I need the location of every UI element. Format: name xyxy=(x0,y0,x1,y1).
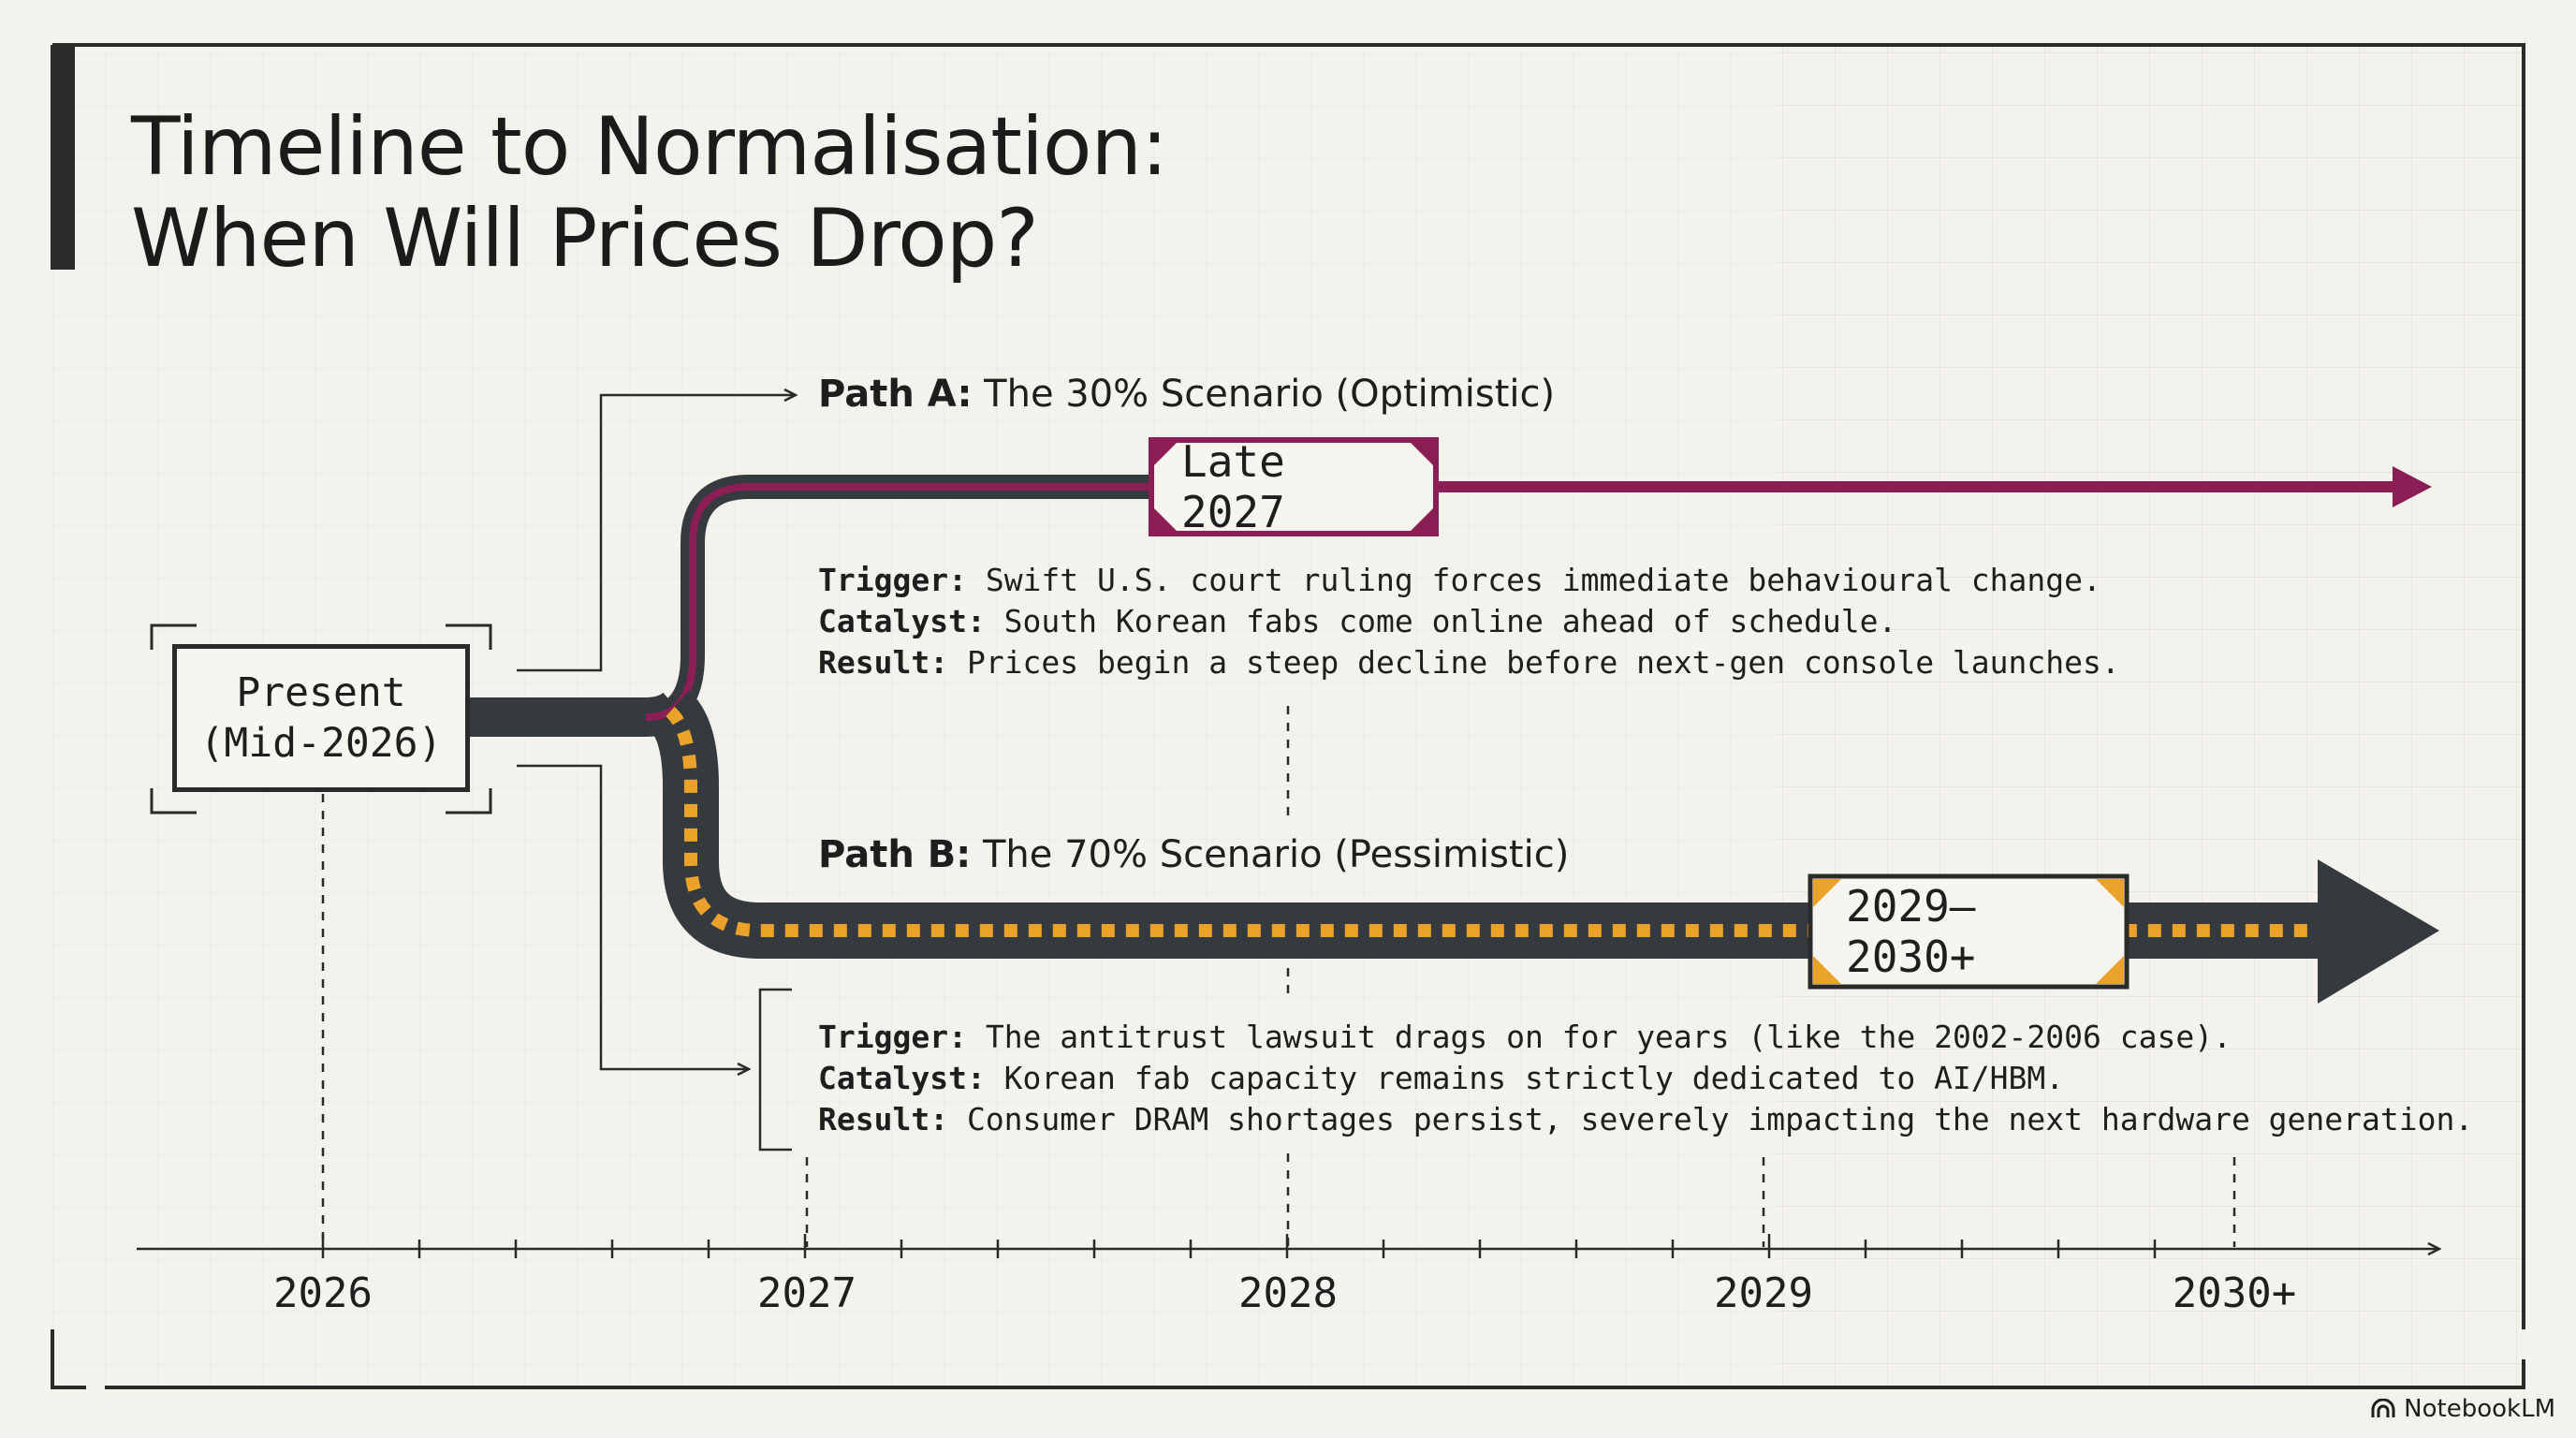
timeline-axis xyxy=(137,1234,2439,1258)
label-connectors xyxy=(517,395,796,1152)
path-a-trigger: Trigger: Swift U.S. court ruling forces … xyxy=(818,560,2120,601)
page-title: Timeline to Normalisation: When Will Pri… xyxy=(131,100,1168,286)
path-b-catalyst: Catalyst: Korean fab capacity remains st… xyxy=(818,1058,2473,1099)
title-line-2: When Will Prices Drop? xyxy=(131,192,1039,286)
path-a-label-rest: The 30% Scenario (Optimistic) xyxy=(972,373,1556,416)
path-b-arrowhead xyxy=(2318,859,2439,1004)
trigger-text: Swift U.S. court ruling forces immediate… xyxy=(966,562,2101,598)
year-label-2029: 2029 xyxy=(1714,1269,1813,1317)
year-label-2027: 2027 xyxy=(757,1269,856,1317)
result-text: Consumer DRAM shortages persist, severel… xyxy=(948,1101,2474,1137)
2029-2030-label: 2029–2030+ xyxy=(1846,881,1976,982)
present-label: Present xyxy=(236,669,406,716)
2029-2030-milestone: 2029–2030+ xyxy=(1846,881,2091,982)
path-a-label-bold: Path A: xyxy=(818,373,973,416)
dashed-guides xyxy=(321,706,2236,1247)
present-focus-brackets xyxy=(150,624,492,814)
catalyst-label: Catalyst: xyxy=(818,1060,986,1096)
notebooklm-brand: NotebookLM xyxy=(2370,1395,2555,1423)
title-accent-bar xyxy=(51,45,75,270)
title-line-1: Timeline to Normalisation: xyxy=(131,100,1168,194)
path-a-catalyst: Catalyst: South Korean fabs come online … xyxy=(818,601,2120,642)
path-b-route xyxy=(650,690,2439,1004)
late-2027-milestone: Late 2027 xyxy=(1181,436,1406,537)
path-a-label: Path A: The 30% Scenario (Optimistic) xyxy=(818,373,1555,416)
late-2027-label: Late 2027 xyxy=(1181,436,1285,537)
path-b-label: Path B: The 70% Scenario (Pessimistic) xyxy=(818,833,1569,876)
slide-frame xyxy=(51,43,2525,1389)
path-b-label-bold: Path B: xyxy=(818,833,972,876)
path-b-details: Trigger: The antitrust lawsuit drags on … xyxy=(818,1017,2473,1140)
path-b-label-rest: The 70% Scenario (Pessimistic) xyxy=(971,833,1570,876)
year-label-2026: 2026 xyxy=(273,1269,373,1317)
notebooklm-logo-icon xyxy=(2371,1399,2395,1417)
brand-label: NotebookLM xyxy=(2404,1395,2555,1423)
result-label: Result: xyxy=(818,1101,949,1137)
axis-ticks xyxy=(321,1234,2157,1258)
path-a-arrowhead xyxy=(2393,466,2432,507)
trigger-label: Trigger: xyxy=(818,562,967,598)
year-label-2028: 2028 xyxy=(1238,1269,1338,1317)
catalyst-text: Korean fab capacity remains strictly ded… xyxy=(985,1060,2065,1096)
year-label-2030-plus: 2030+ xyxy=(2172,1269,2297,1317)
path-b-trigger: Trigger: The antitrust lawsuit drags on … xyxy=(818,1017,2473,1058)
catalyst-text: South Korean fabs come online ahead of s… xyxy=(985,603,1897,639)
path-b-result: Result: Consumer DRAM shortages persist,… xyxy=(818,1099,2473,1140)
path-a-result: Result: Prices begin a steep decline bef… xyxy=(818,642,2120,683)
present-box: Present (Mid-2026) xyxy=(172,644,470,792)
result-label: Result: xyxy=(818,644,949,681)
catalyst-label: Catalyst: xyxy=(818,603,986,639)
present-stem-road xyxy=(470,692,689,737)
trigger-label: Trigger: xyxy=(818,1019,967,1055)
trigger-text: The antitrust lawsuit drags on for years… xyxy=(966,1019,2232,1055)
result-text: Prices begin a steep decline before next… xyxy=(948,644,2120,681)
present-date: (Mid-2026) xyxy=(199,720,443,767)
path-a-details: Trigger: Swift U.S. court ruling forces … xyxy=(818,560,2120,683)
